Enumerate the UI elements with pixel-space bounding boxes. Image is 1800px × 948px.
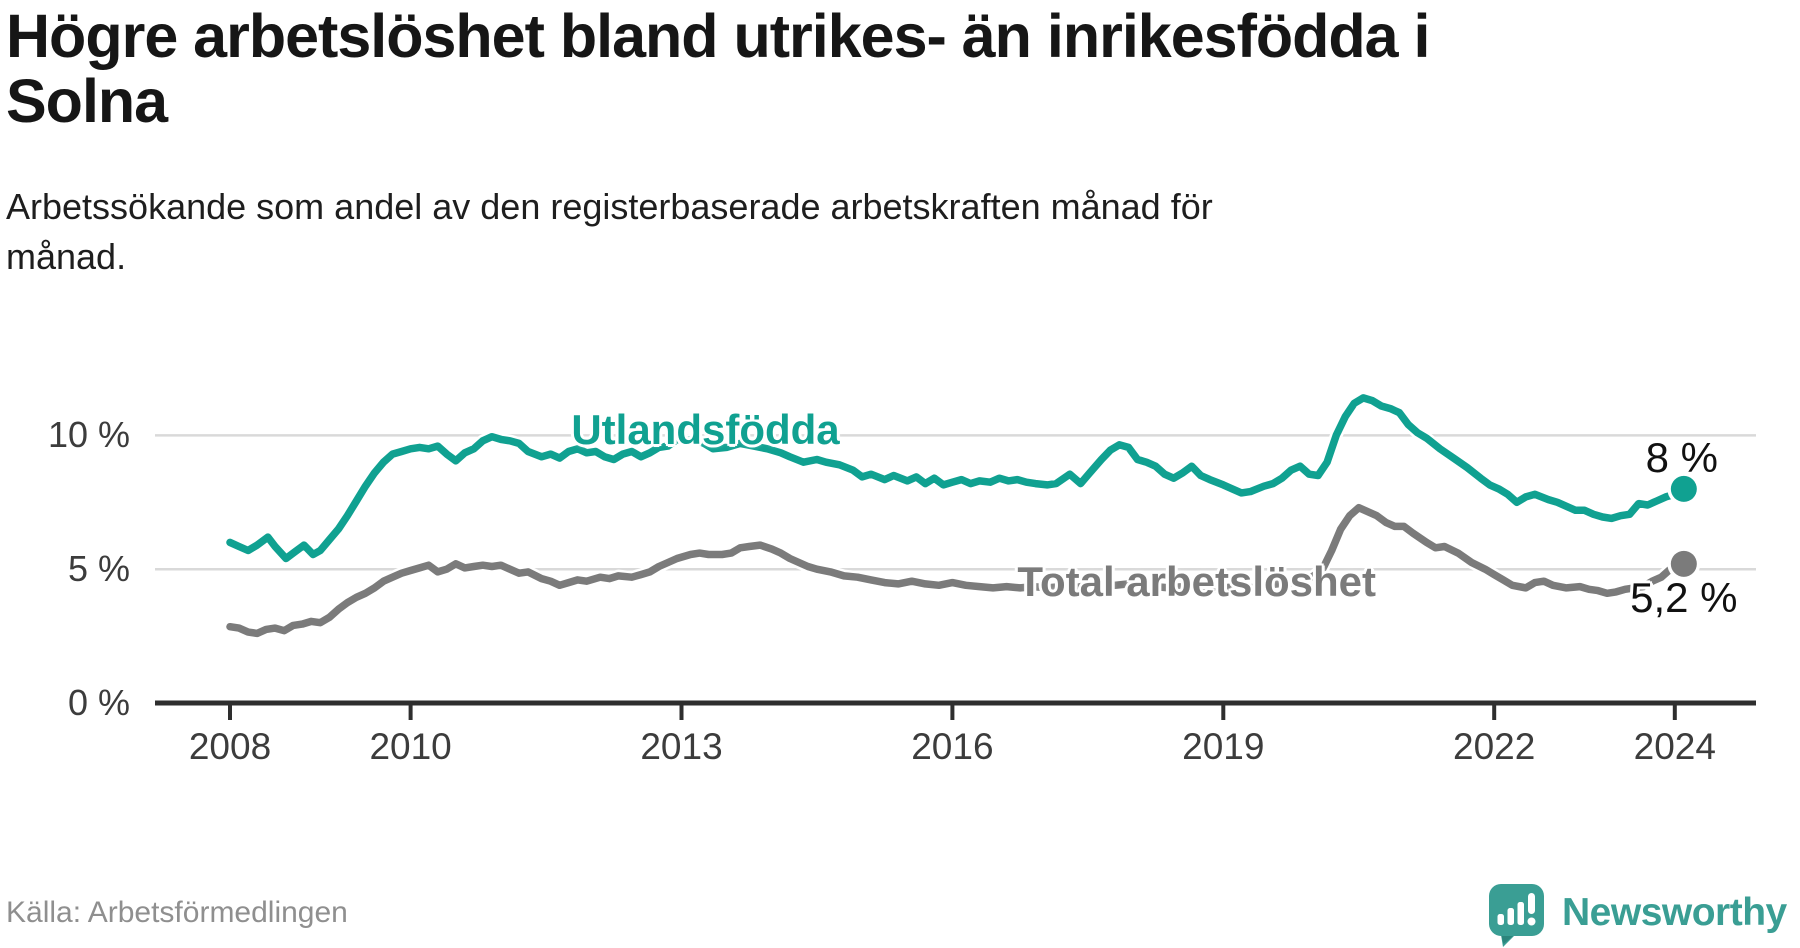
y-tick-label-5: 5 % bbox=[67, 548, 130, 590]
end-dot-utlandsfodda bbox=[1670, 475, 1697, 502]
series-label-utlandsfodda: Utlandsfödda bbox=[571, 406, 840, 454]
x-tick-label-2022: 2022 bbox=[1453, 726, 1536, 767]
end-value-label-total-arbetsloshet: 5,2 % bbox=[1630, 573, 1738, 621]
x-tick-label-2016: 2016 bbox=[911, 726, 994, 767]
x-tick-label-2019: 2019 bbox=[1182, 726, 1265, 767]
newsworthy-logo: Newsworthy bbox=[1488, 882, 1787, 948]
x-tick-label-2024: 2024 bbox=[1633, 726, 1716, 767]
y-tick-label-10: 10 % bbox=[47, 414, 130, 456]
chart-subtitle: Arbetssökande som andel av den registerb… bbox=[6, 186, 1213, 277]
source-note: Källa: Arbetsförmedlingen bbox=[6, 896, 348, 929]
series-line-utlandsfodda bbox=[226, 394, 1688, 563]
newsworthy-logo-icon bbox=[1489, 884, 1544, 947]
series-label-total-arbetsloshet: Total arbetslöshet bbox=[1017, 558, 1377, 606]
x-tick-label-2013: 2013 bbox=[640, 726, 723, 767]
chart-title: Högre arbetslöshet bland utrikes- än inr… bbox=[6, 2, 1430, 135]
x-tick-label-2010: 2010 bbox=[369, 726, 452, 767]
end-dot-total-arbetsloshet bbox=[1670, 550, 1697, 577]
x-tick-label-2008: 2008 bbox=[188, 726, 272, 767]
newsworthy-wordmark: Newsworthy bbox=[1562, 891, 1787, 934]
end-value-label-utlandsfodda: 8 % bbox=[1645, 433, 1719, 481]
y-tick-label-0: 0 % bbox=[67, 682, 130, 723]
series-line-total-arbetsloshet bbox=[226, 503, 1688, 638]
